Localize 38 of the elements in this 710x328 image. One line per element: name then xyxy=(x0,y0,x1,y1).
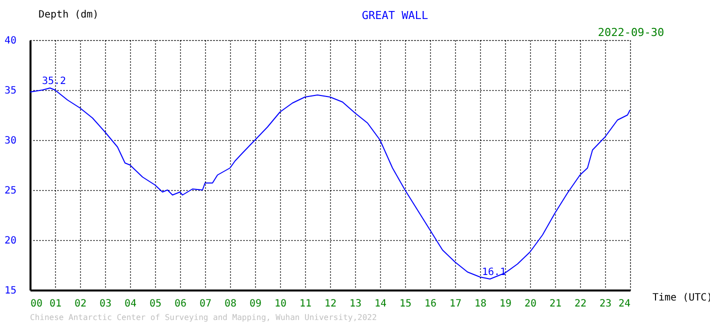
x-tick-label: 12 xyxy=(324,298,337,310)
x-tick-label: 00 xyxy=(30,298,43,310)
x-tick-label: 23 xyxy=(599,298,612,310)
chart-title: GREAT WALL xyxy=(362,9,428,22)
x-tick-label: 13 xyxy=(349,298,362,310)
y-tick-label: 15 xyxy=(4,286,16,296)
y-tick-label: 25 xyxy=(4,186,16,196)
x-tick-label: 04 xyxy=(124,298,137,310)
x-tick-label: 18 xyxy=(474,298,487,310)
x-tick-label: 08 xyxy=(224,298,237,310)
y-tick-label: 30 xyxy=(4,136,16,146)
x-tick-label: 22 xyxy=(574,298,587,310)
x-tick-label: 03 xyxy=(99,298,112,310)
x-tick-label: 14 xyxy=(374,298,387,310)
x-tick-label: 02 xyxy=(74,298,87,310)
text: 2022-09-30 xyxy=(598,26,664,39)
x-tick-label: 20 xyxy=(524,298,537,310)
y-axis-title: Depth (dm) xyxy=(38,10,99,20)
x-tick-label: 10 xyxy=(274,298,287,310)
y-tick-label: 35 xyxy=(4,86,16,96)
x-tick-label: 07 xyxy=(199,298,212,310)
x-tick-label: 09 xyxy=(249,298,262,310)
x-tick-label: 05 xyxy=(149,298,162,310)
x-tick-label: 01 xyxy=(49,298,62,310)
x-tick-label: 11 xyxy=(299,298,312,310)
y-tick-label: 40 xyxy=(4,36,16,46)
y-tick-label: 20 xyxy=(4,236,16,246)
annotation: 35.2 xyxy=(42,76,66,87)
x-tick-label: 21 xyxy=(549,298,562,310)
x-tick-label: 16 xyxy=(424,298,437,310)
x-tick-label: 15 xyxy=(399,298,412,310)
annotation: 16.1 xyxy=(482,267,506,278)
x-tick-label: 24 xyxy=(618,298,630,310)
x-tick-label: 17 xyxy=(449,298,462,310)
text: Chinese Antarctic Center of Surveying and Mapping, Wuhan University,2022 xyxy=(30,313,377,322)
x-tick-label: 19 xyxy=(499,298,512,310)
x-tick-label: 06 xyxy=(174,298,187,310)
line-series xyxy=(30,88,630,280)
